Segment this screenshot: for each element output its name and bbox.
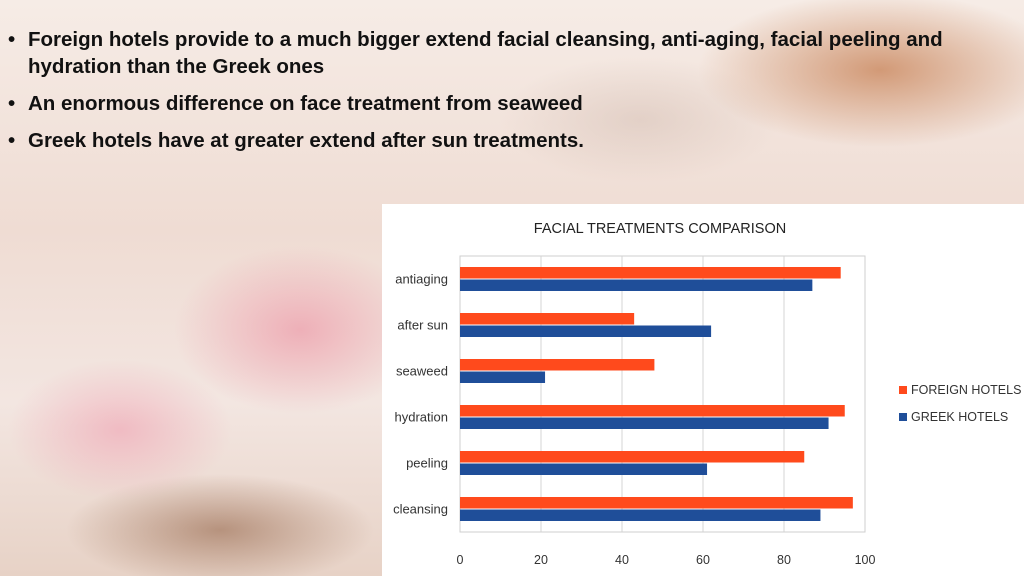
bullet-item: • Greek hotels have at greater extend aft…: [8, 127, 998, 154]
bullet-item: • An enormous difference on face treatmen…: [8, 90, 998, 117]
chart-title: FACIAL TREATMENTS COMPARISON: [534, 221, 786, 237]
plot-area: [459, 255, 866, 533]
bullet-text: An enormous difference on face treatment…: [28, 92, 583, 115]
bar-foreign: [460, 405, 845, 417]
bar-greek: [460, 463, 708, 475]
x-tick-label: 100: [855, 553, 876, 567]
bar-greek: [460, 509, 821, 521]
legend-swatch: [899, 413, 907, 421]
category-label: seaweed: [396, 364, 448, 379]
bullet-item: • Foreign hotels provide to a much bigger…: [8, 26, 998, 80]
category-label: after sun: [397, 318, 448, 333]
bar-greek: [460, 325, 712, 337]
bullet-dot: •: [8, 129, 16, 152]
legend-label: GREEK HOTELS: [911, 410, 1008, 424]
category-label: cleansing: [393, 502, 448, 517]
bar-greek: [460, 371, 546, 383]
bar-foreign: [460, 451, 805, 463]
chart-panel: FACIAL TREATMENTS COMPARISON 0 20 40 60 80 100…: [382, 204, 1024, 576]
bullet-text: Greek hotels have at greater extend afte…: [28, 129, 584, 152]
category-label: peeling: [406, 456, 448, 471]
bullet-dot: •: [8, 28, 16, 51]
category-label: hydration: [395, 410, 448, 425]
x-tick-label: 60: [696, 553, 710, 567]
bullet-list: • Foreign hotels provide to a much bigger…: [8, 26, 998, 164]
x-tick-label: 0: [457, 553, 464, 567]
bar-foreign: [460, 313, 635, 325]
bar-foreign: [460, 497, 853, 509]
bullet-text: Foreign hotels provide to a much bigger …: [28, 28, 943, 78]
x-tick-label: 20: [534, 553, 548, 567]
bar-greek: [460, 417, 829, 429]
category-label: antiaging: [395, 272, 448, 287]
x-tick-label: 80: [777, 553, 791, 567]
bar-foreign: [460, 267, 841, 279]
bar-chart: FACIAL TREATMENTS COMPARISON 0 20 40 60 80 100…: [393, 221, 1021, 567]
x-tick-label: 40: [615, 553, 629, 567]
legend-label: FOREIGN HOTELS: [911, 383, 1021, 397]
bar-foreign: [460, 359, 655, 371]
legend-swatch: [899, 386, 907, 394]
bar-greek: [460, 279, 813, 291]
bullet-dot: •: [8, 92, 16, 115]
